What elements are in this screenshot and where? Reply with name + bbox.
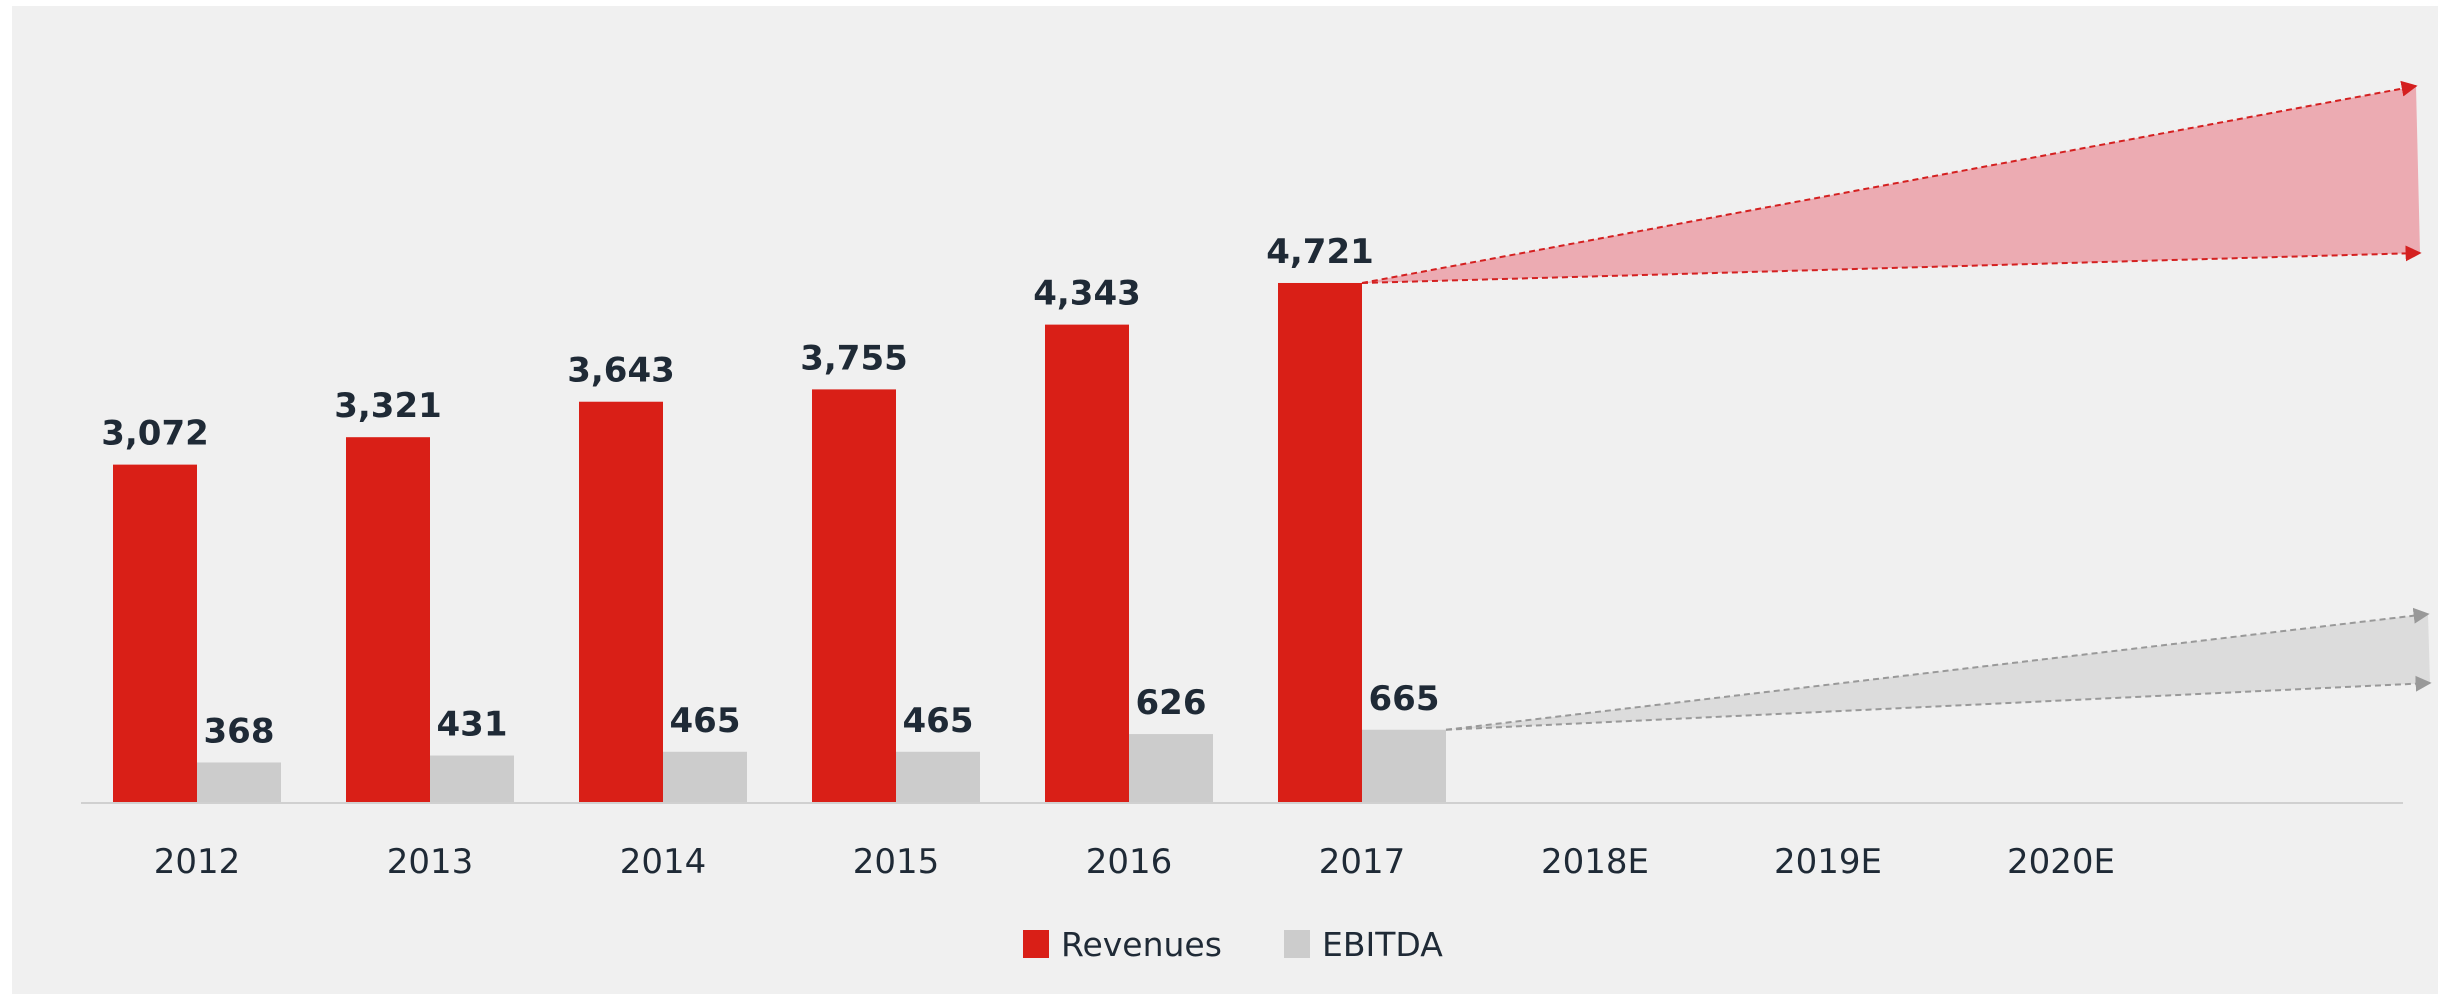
x-tick-label: 2019E bbox=[1774, 842, 1882, 882]
x-tick-label: 2012 bbox=[154, 842, 241, 882]
legend-label: Revenues bbox=[1061, 925, 1222, 964]
bar bbox=[1362, 729, 1446, 803]
projection-arrow bbox=[1361, 80, 2418, 284]
projection-area bbox=[1362, 86, 2420, 283]
bar bbox=[1129, 734, 1213, 803]
x-tick-label: 2013 bbox=[387, 842, 474, 882]
value-label: 465 bbox=[670, 701, 741, 741]
bar bbox=[430, 755, 514, 803]
projection-arrow bbox=[1445, 675, 2432, 731]
value-label: 3,321 bbox=[334, 386, 442, 426]
bar bbox=[1278, 282, 1362, 804]
x-tick-label: 2015 bbox=[853, 842, 940, 882]
bar bbox=[197, 762, 281, 803]
bar bbox=[663, 751, 747, 803]
projection-arrow bbox=[1445, 607, 2430, 731]
legend-label: EBITDA bbox=[1322, 925, 1443, 964]
bar bbox=[812, 389, 896, 803]
bar bbox=[346, 437, 430, 803]
bar bbox=[896, 751, 980, 803]
value-label: 665 bbox=[1369, 679, 1440, 719]
x-tick-label: 2020E bbox=[2007, 842, 2115, 882]
legend-swatch bbox=[1023, 930, 1049, 958]
value-label: 368 bbox=[204, 711, 275, 751]
value-label: 4,343 bbox=[1033, 274, 1141, 314]
value-label: 431 bbox=[437, 705, 508, 745]
value-label: 465 bbox=[903, 701, 974, 741]
value-label: 4,721 bbox=[1266, 232, 1374, 272]
bar bbox=[113, 464, 197, 803]
x-tick-label: 2014 bbox=[620, 842, 707, 882]
value-label: 3,643 bbox=[567, 351, 675, 391]
x-tick-label: 2018E bbox=[1541, 842, 1649, 882]
value-label: 3,072 bbox=[101, 414, 209, 454]
bar bbox=[1045, 324, 1129, 803]
x-tick-label: 2016 bbox=[1086, 842, 1173, 882]
projection-arrow bbox=[1361, 245, 2422, 284]
value-label: 626 bbox=[1136, 683, 1207, 723]
bar bbox=[579, 401, 663, 803]
legend-swatch bbox=[1284, 930, 1310, 958]
value-label: 3,755 bbox=[800, 338, 908, 378]
x-tick-label: 2017 bbox=[1319, 842, 1406, 882]
